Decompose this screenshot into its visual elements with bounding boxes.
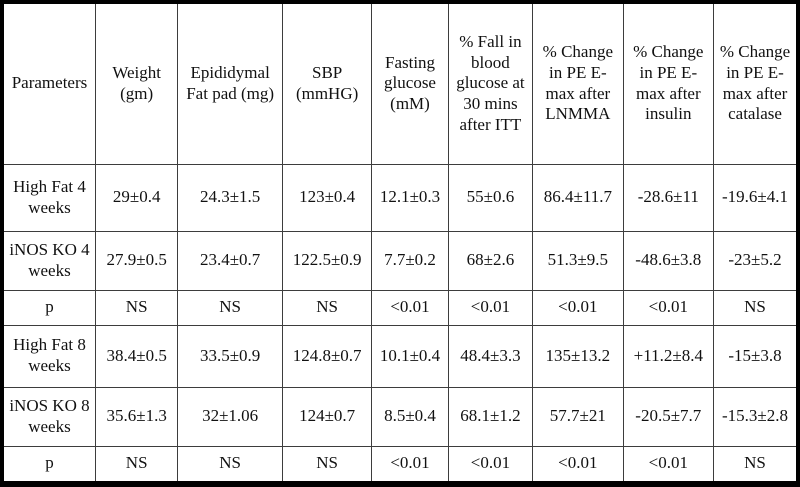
column-header: % Change in PE E-max after LNMMA <box>532 1 624 165</box>
table-cell: <0.01 <box>532 445 624 485</box>
column-header: % Fall in blood glucose at 30 mins after… <box>447 1 534 165</box>
table-cell: NS <box>177 445 283 485</box>
column-header: SBP (mmHG) <box>281 1 373 165</box>
table-cell: 57.7±21 <box>532 386 624 447</box>
table-header-row: Parameters Weight (gm) Epididymal Fat pad … <box>1 1 799 165</box>
table-cell: -19.6±4.1 <box>713 163 799 232</box>
table-cell: -20.5±7.7 <box>622 386 715 447</box>
table-cell: 123±0.4 <box>281 163 373 232</box>
table-cell: 68±2.6 <box>447 230 534 291</box>
column-header: Fasting glucose (mM) <box>371 1 449 165</box>
table-row: iNOS KO 4 weeks 27.9±0.5 23.4±0.7 122.5±0.9… <box>1 230 799 291</box>
table-cell: 27.9±0.5 <box>94 230 179 291</box>
table-row: High Fat 8 weeks 38.4±0.5 33.5±0.9 124.8±0.… <box>1 324 799 388</box>
row-label: High Fat 4 weeks <box>1 163 96 232</box>
table-cell: 68.1±1.2 <box>447 386 534 447</box>
table-row: High Fat 4 weeks 29±0.4 24.3±1.5 123±0.4 12.… <box>1 163 799 232</box>
table-cell: +11.2±8.4 <box>622 324 715 388</box>
table-row: p NS NS NS <0.01 <0.01 <0.01 <0.01 NS <box>1 445 799 485</box>
table-cell: <0.01 <box>447 445 534 485</box>
table-cell: NS <box>713 289 799 326</box>
table-row: p NS NS NS <0.01 <0.01 <0.01 <0.01 NS <box>1 289 799 326</box>
table-cell: 48.4±3.3 <box>447 324 534 388</box>
table-cell: 7.7±0.2 <box>371 230 449 291</box>
table-cell: <0.01 <box>622 289 715 326</box>
column-header: Weight (gm) <box>94 1 179 165</box>
column-header: % Change in PE E-max after catalase <box>713 1 799 165</box>
table-cell: 29±0.4 <box>94 163 179 232</box>
table-cell: 38.4±0.5 <box>94 324 179 388</box>
table-cell: 124±0.7 <box>281 386 373 447</box>
table-cell: 135±13.2 <box>532 324 624 388</box>
table-cell: NS <box>177 289 283 326</box>
table-cell: 10.1±0.4 <box>371 324 449 388</box>
row-label: High Fat 8 weeks <box>1 324 96 388</box>
table-cell: NS <box>94 289 179 326</box>
table-cell: -28.6±11 <box>622 163 715 232</box>
table-cell: 122.5±0.9 <box>281 230 373 291</box>
table-cell: <0.01 <box>371 445 449 485</box>
table-cell: 32±1.06 <box>177 386 283 447</box>
table-cell: -48.6±3.8 <box>622 230 715 291</box>
table-cell: 24.3±1.5 <box>177 163 283 232</box>
table-cell: <0.01 <box>447 289 534 326</box>
column-header: % Change in PE E-max after insulin <box>622 1 715 165</box>
row-label: iNOS KO 4 weeks <box>1 230 96 291</box>
table-row: iNOS KO 8 weeks 35.6±1.3 32±1.06 124±0.7 8.5… <box>1 386 799 447</box>
table-cell: NS <box>713 445 799 485</box>
table-cell: 35.6±1.3 <box>94 386 179 447</box>
column-header: Epididymal Fat pad (mg) <box>177 1 283 165</box>
table-cell: -15±3.8 <box>713 324 799 388</box>
table-cell: 12.1±0.3 <box>371 163 449 232</box>
table-cell: 33.5±0.9 <box>177 324 283 388</box>
table-cell: 8.5±0.4 <box>371 386 449 447</box>
table-cell: 86.4±11.7 <box>532 163 624 232</box>
table-cell: <0.01 <box>532 289 624 326</box>
table-cell: <0.01 <box>622 445 715 485</box>
table-cell: 23.4±0.7 <box>177 230 283 291</box>
table-cell: 124.8±0.7 <box>281 324 373 388</box>
table-body: High Fat 4 weeks 29±0.4 24.3±1.5 123±0.4 12.… <box>1 163 799 485</box>
table-cell: 55±0.6 <box>447 163 534 232</box>
table-cell: NS <box>281 445 373 485</box>
table-cell: NS <box>281 289 373 326</box>
row-label: p <box>1 445 96 485</box>
table-cell: 51.3±9.5 <box>532 230 624 291</box>
table-cell: -15.3±2.8 <box>713 386 799 447</box>
table-cell: <0.01 <box>371 289 449 326</box>
column-header: Parameters <box>1 1 96 165</box>
row-label: p <box>1 289 96 326</box>
row-label: iNOS KO 8 weeks <box>1 386 96 447</box>
table-cell: NS <box>94 445 179 485</box>
table-cell: -23±5.2 <box>713 230 799 291</box>
